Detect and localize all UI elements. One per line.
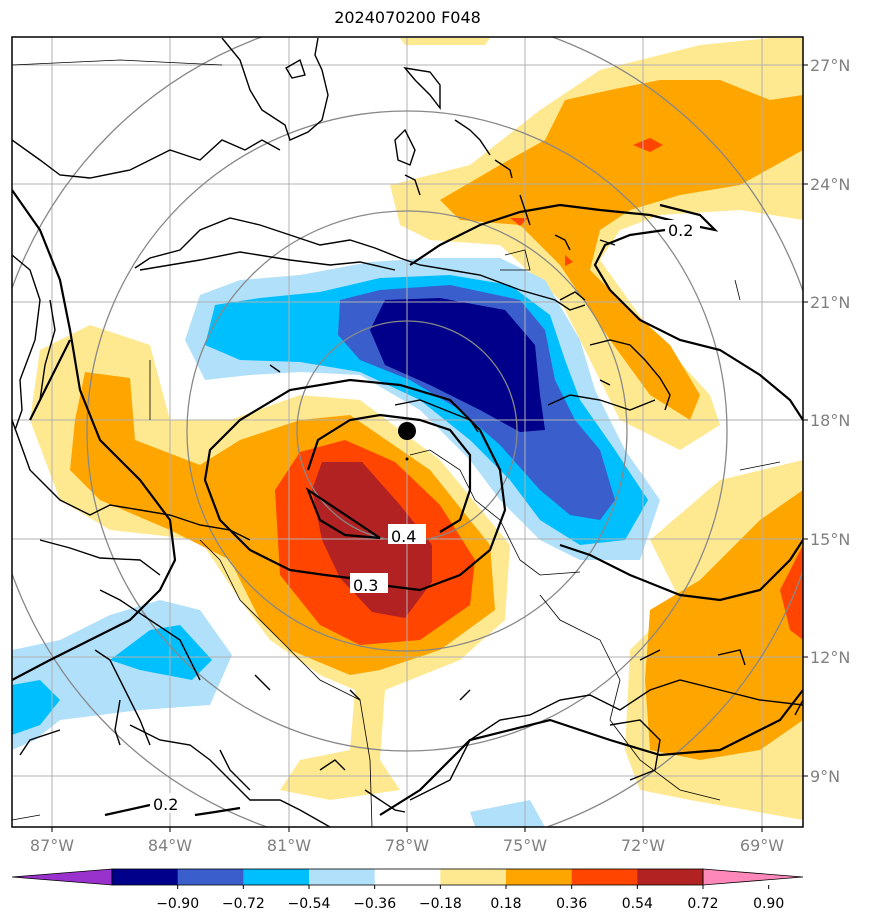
contour-lines — [12, 189, 803, 817]
lon-tick-label: 69°W — [740, 836, 784, 855]
colorbar-outline — [111, 868, 704, 886]
storm-center-dot — [405, 457, 409, 461]
lon-tick-label: 75°W — [503, 836, 547, 855]
shading-positive-darkred — [312, 462, 432, 618]
colorbar-tick-label: −0.72 — [222, 896, 265, 912]
colorbar-bin — [112, 869, 179, 885]
lon-tick-label: 72°W — [621, 836, 665, 855]
lon-tick-label: 87°W — [30, 836, 74, 855]
colorbar-extend-min — [11, 868, 113, 886]
lat-tick-label: 24°N — [810, 175, 850, 194]
colorbar-tick-label: 0.72 — [687, 896, 718, 912]
colorbar-tick-label: −0.36 — [353, 896, 396, 912]
colorbar-tick-label: −0.54 — [288, 896, 331, 912]
colorbar-bin — [243, 869, 310, 885]
coastlines — [12, 37, 803, 827]
latitude-ticks: 27°N 24°N 21°N 18°N 15°N 12°N 9°N — [803, 56, 850, 786]
lat-tick-label: 21°N — [810, 293, 850, 312]
storm-center-marker — [398, 422, 416, 440]
boundary-lines — [12, 59, 781, 827]
colorbar-tick-label: −0.18 — [419, 896, 462, 912]
colorbar-tick-label: 0.54 — [622, 896, 653, 912]
colorbar: −0.90 −0.72 −0.54 −0.36 −0.18 0.18 0.36 0.54 0.7… — [11, 868, 804, 912]
lat-tick-label: 18°N — [810, 411, 850, 430]
lat-tick-label: 15°N — [810, 530, 850, 549]
colorbar-bin — [177, 869, 244, 885]
lon-tick-label: 81°W — [267, 836, 311, 855]
contour-label-0.4: 0.4 — [391, 527, 416, 546]
contour-label-0.2-east: 0.2 — [668, 221, 693, 240]
colorbar-bin — [309, 869, 376, 885]
lat-tick-label: 9°N — [810, 767, 840, 786]
colorbar-bin — [374, 869, 441, 885]
longitude-ticks: 87°W 84°W 81°W 78°W 75°W 72°W 69°W — [30, 827, 784, 855]
colorbar-tick-label: 0.18 — [490, 896, 521, 912]
lon-tick-label: 84°W — [148, 836, 192, 855]
colorbar-bin — [440, 869, 507, 885]
map-title: 2024070200 F048 — [334, 8, 481, 27]
range-rings — [12, 37, 803, 827]
colorbar-tick-label: 0.36 — [556, 896, 587, 912]
lon-tick-label: 78°W — [385, 836, 429, 855]
lat-tick-label: 27°N — [810, 56, 850, 75]
contour-label-0.3: 0.3 — [353, 576, 378, 595]
shading-negative-navy — [370, 298, 545, 432]
colorbar-tick-label: 0.90 — [753, 896, 784, 912]
map-plot-area — [12, 37, 803, 827]
colorbar-bin — [637, 869, 704, 885]
colorbar-tick-label: −0.90 — [156, 896, 199, 912]
contour-label-0.2-south: 0.2 — [153, 795, 178, 814]
colorbar-bin — [571, 869, 638, 885]
colorbar-bin — [506, 869, 573, 885]
lat-tick-label: 12°N — [810, 648, 850, 667]
contour-label-patches — [150, 220, 700, 813]
colorbar-extend-max — [702, 868, 804, 886]
